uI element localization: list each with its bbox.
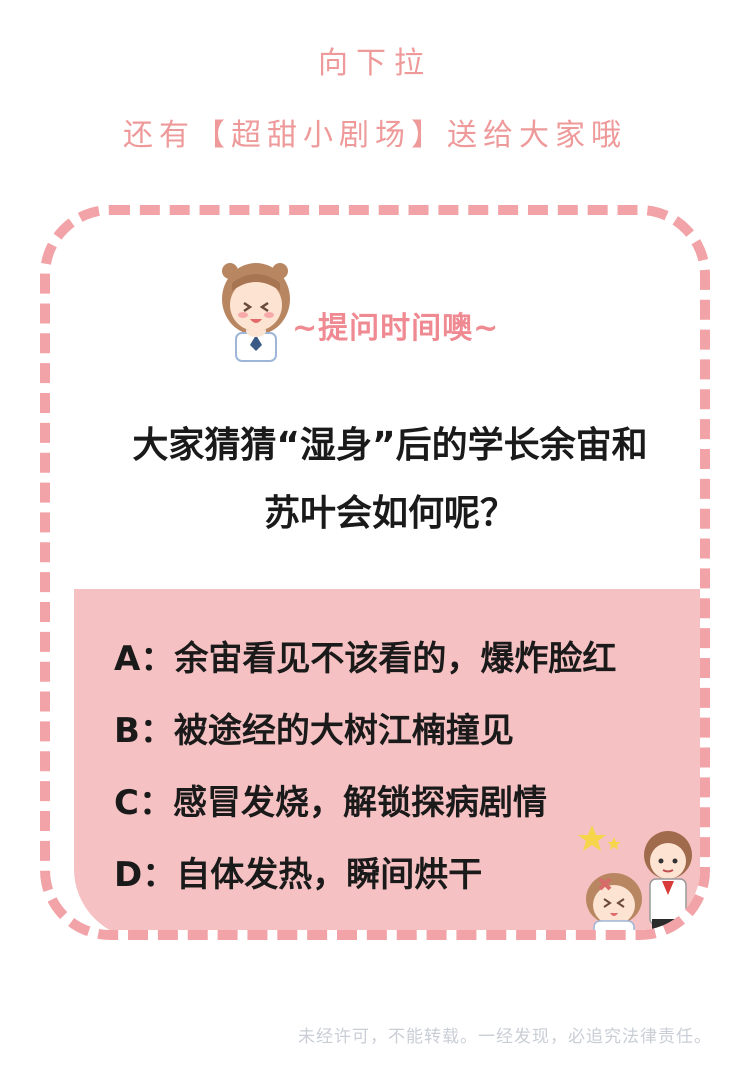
option-a: A：余宙看见不该看的，爆炸脸红	[114, 639, 617, 679]
options-panel	[74, 589, 700, 930]
tag-row: ~提问时间噢~	[210, 255, 570, 365]
tag-label: ~提问时间噢~	[292, 311, 500, 346]
options-list: A：余宙看见不该看的，爆炸脸红 B：被途经的大树江楠撞见 C：感冒发烧，解锁探病…	[114, 623, 694, 911]
question-text: 大家猜猜“湿身”后的学长余宙和 苏叶会如何呢？	[90, 412, 690, 548]
option-d: D：自体发热，瞬间烘干	[114, 855, 483, 895]
chibi-couple-icon	[578, 825, 692, 930]
header-scroll-hint: 向下拉	[318, 46, 432, 81]
girl-avatar-icon	[222, 263, 290, 362]
option-c: C：感冒发烧，解锁探病剧情	[114, 783, 547, 823]
copyright-notice: 未经许可，不能转载。一经发现，必追究法律责任。	[298, 1027, 712, 1047]
question-line: 大家猜猜“湿身”后的学长余宙和	[132, 425, 648, 466]
question-card: ~提问时间噢~ 大家猜猜“湿身”后的学长余宙和 苏叶会如何呢？ A：余宙看见不该…	[40, 205, 710, 940]
header-theater-notice: 还有【超甜小剧场】送给大家哦	[123, 118, 627, 153]
option-b: B：被途经的大树江楠撞见	[114, 711, 514, 751]
question-line: 苏叶会如何呢？	[263, 493, 516, 534]
